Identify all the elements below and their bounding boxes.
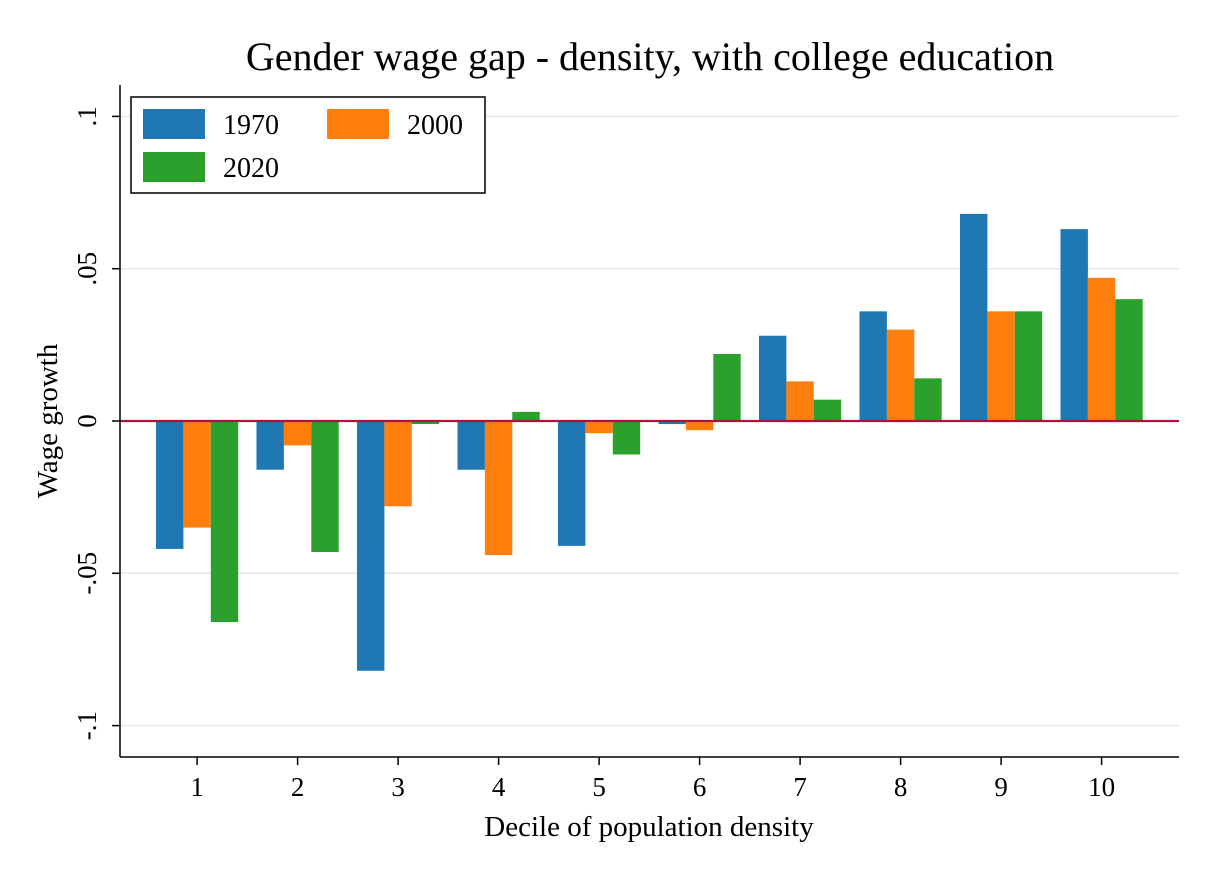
bar-2000-decile-6	[685, 421, 714, 431]
bar-2020-decile-4	[512, 411, 540, 421]
legend-swatch-2020	[143, 152, 205, 182]
y-tick-label: .1	[72, 106, 102, 126]
y-axis-label: Wage growth	[32, 343, 64, 498]
legend-label-2020: 2020	[223, 153, 279, 184]
bar-1970-decile-10	[1060, 229, 1088, 421]
bar-2000-decile-4	[484, 421, 513, 556]
bar-1970-decile-6	[658, 421, 686, 425]
x-axis-ticks: 1 2 3 4 5 6 7 8 9 10	[190, 757, 1115, 802]
y-tick-label: -.1	[72, 711, 102, 740]
bar-2020-decile-3	[411, 421, 440, 425]
y-tick-label: 0	[72, 414, 102, 428]
bar-2020-decile-5	[612, 421, 641, 455]
bar-2000-decile-3	[384, 421, 412, 507]
bar-2020-decile-9	[1014, 311, 1043, 421]
x-tick-label: 1	[190, 772, 204, 802]
legend-label-2000: 2000	[407, 110, 463, 141]
bar-1970-decile-8	[859, 311, 887, 421]
bar-1970-decile-4	[457, 421, 485, 470]
bars	[156, 213, 1143, 671]
bar-1970-decile-2	[256, 421, 284, 470]
x-tick-label: 3	[391, 772, 405, 802]
x-tick-label: 2	[291, 772, 305, 802]
bar-2000-decile-8	[886, 329, 915, 421]
x-tick-label: 10	[1088, 772, 1115, 802]
bar-2000-decile-7	[786, 381, 814, 421]
bar-2000-decile-2	[283, 421, 312, 446]
bar-1970-decile-9	[960, 213, 988, 421]
x-tick-label: 9	[994, 772, 1008, 802]
legend-swatch-2000	[327, 109, 389, 139]
bar-2000-decile-1	[183, 421, 211, 528]
y-axis-ticks: -.1 -.05 0 .05 .1	[72, 106, 120, 740]
bar-1970-decile-5	[558, 421, 586, 546]
legend-swatch-1970	[143, 109, 205, 139]
x-tick-label: 8	[894, 772, 908, 802]
bar-2000-decile-9	[987, 311, 1015, 421]
x-tick-label: 7	[793, 772, 807, 802]
x-tick-label: 6	[693, 772, 707, 802]
bar-2000-decile-10	[1087, 277, 1116, 421]
x-tick-label: 4	[492, 772, 506, 802]
bar-2020-decile-1	[210, 421, 239, 623]
chart-title: Gender wage gap - density, with college …	[246, 34, 1054, 79]
bar-2020-decile-2	[311, 421, 339, 552]
bar-2020-decile-7	[813, 399, 842, 421]
x-axis-label: Decile of population density	[484, 811, 814, 843]
x-tick-label: 5	[592, 772, 606, 802]
bar-2020-decile-10	[1115, 299, 1143, 421]
bar-1970-decile-1	[156, 421, 184, 549]
bar-1970-decile-3	[357, 421, 385, 671]
bar-2020-decile-8	[914, 378, 942, 421]
bar-1970-decile-7	[759, 335, 787, 421]
bar-2000-decile-5	[585, 421, 613, 434]
legend-label-1970: 1970	[223, 110, 279, 141]
y-tick-label: -.05	[72, 552, 102, 595]
legend: 1970 2000 2020	[130, 96, 486, 194]
y-tick-label: .05	[72, 252, 102, 286]
bar-2020-decile-6	[713, 353, 741, 421]
